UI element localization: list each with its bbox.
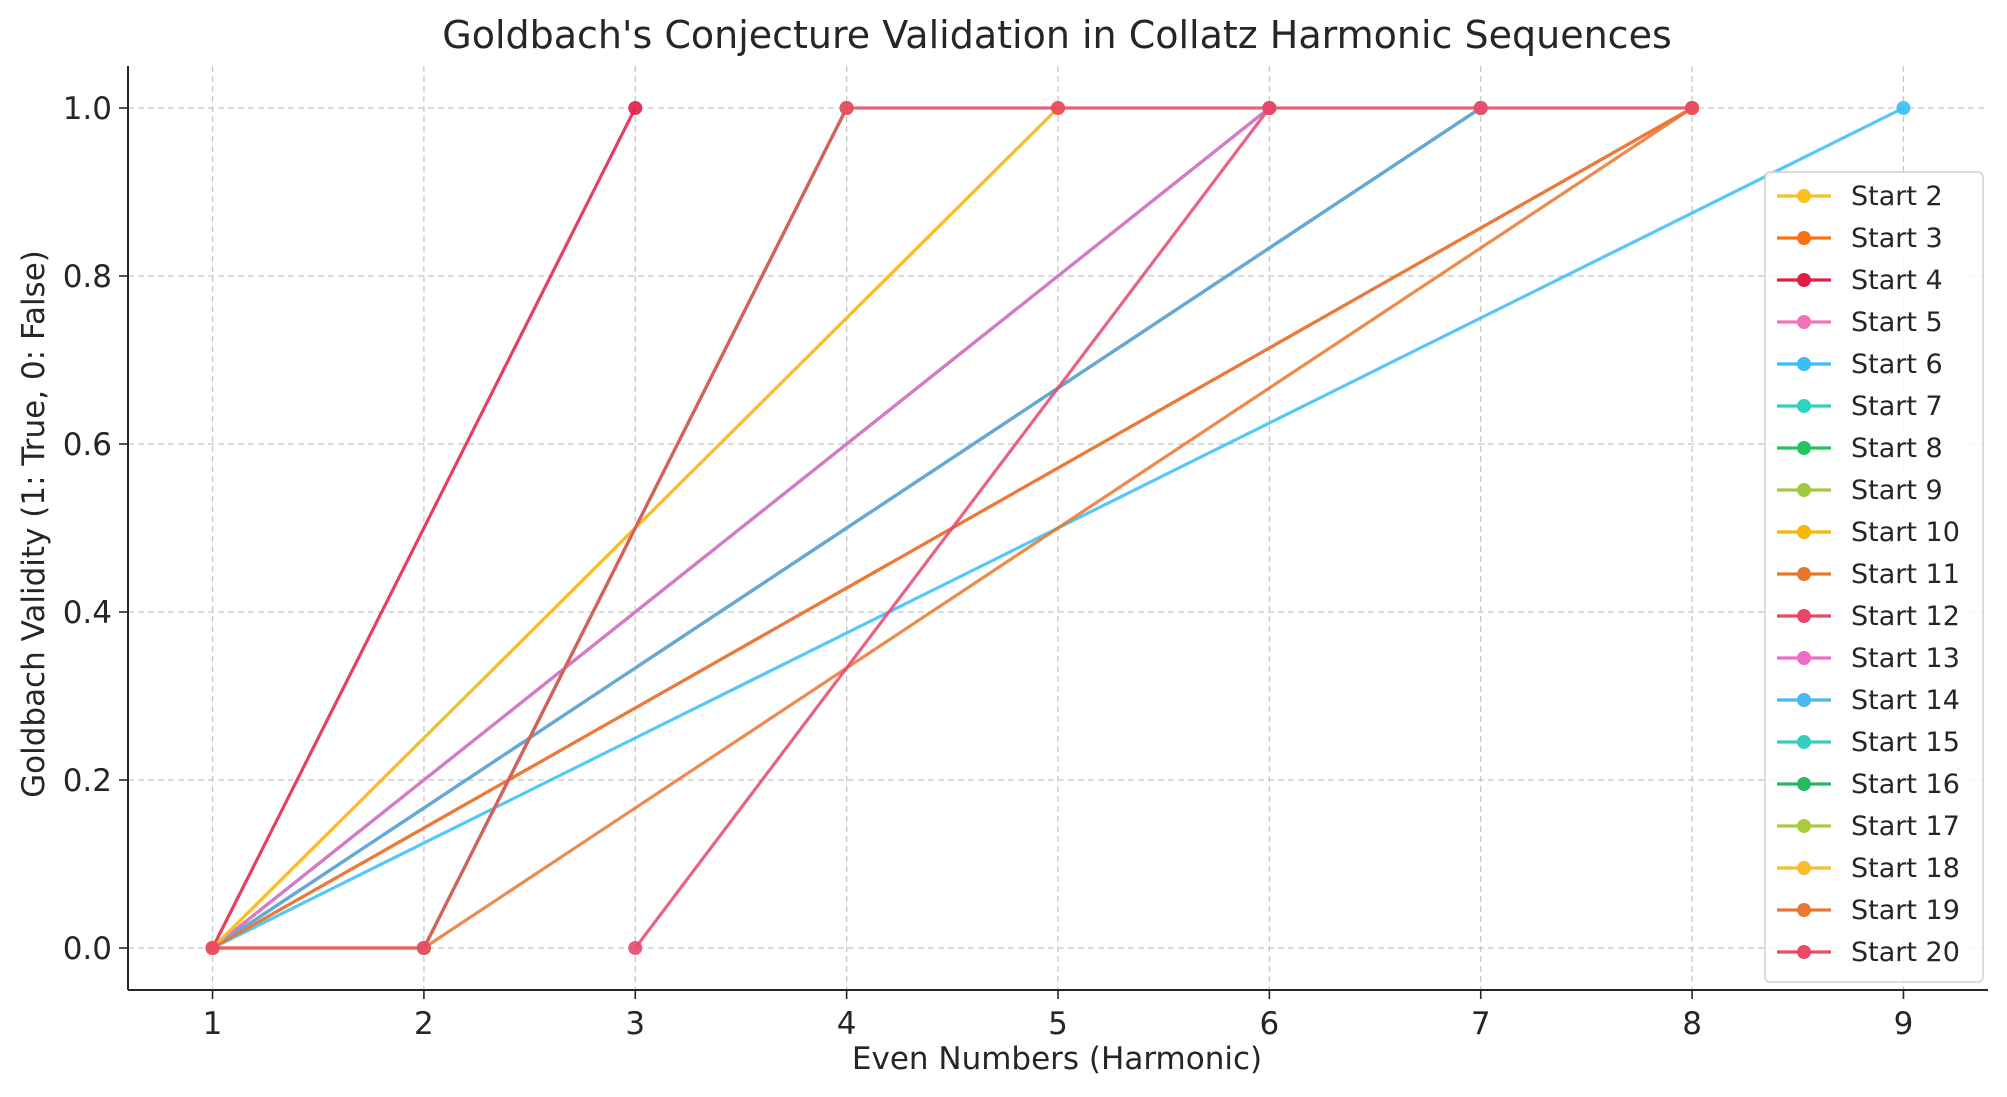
- series-line: [633, 107, 1271, 949]
- legend-marker: [1797, 483, 1811, 497]
- y-tick-label: 0.4: [63, 595, 112, 631]
- legend-marker: [1797, 819, 1811, 833]
- legend-marker: [1797, 735, 1811, 749]
- data-point: [416, 941, 431, 955]
- legend-marker: [1797, 273, 1811, 287]
- legend-entry: Start 6: [1777, 349, 1943, 380]
- series-start-20: [205, 101, 1700, 955]
- legend-marker: [1797, 903, 1811, 917]
- chart-title: Goldbach's Conjecture Validation in Coll…: [442, 13, 1672, 57]
- legend-label: Start 16: [1851, 769, 1960, 800]
- legend-entry: Start 10: [1777, 517, 1960, 548]
- x-tick-label: 2: [414, 1006, 434, 1042]
- y-tick-label: 0.2: [63, 763, 112, 799]
- legend-entry: Start 15: [1777, 727, 1960, 758]
- legend-label: Start 7: [1851, 391, 1943, 422]
- legend-label: Start 9: [1851, 475, 1943, 506]
- legend-marker: [1797, 609, 1811, 623]
- series-line: [423, 106, 1693, 950]
- legend-label: Start 15: [1851, 727, 1960, 758]
- legend-marker: [1797, 315, 1811, 329]
- x-tick-label: 1: [203, 1006, 223, 1042]
- legend-marker: [1797, 441, 1811, 455]
- legend-box: [1764, 171, 1984, 983]
- x-tick-label: 3: [625, 1006, 645, 1042]
- data-point: [1051, 101, 1065, 115]
- legend-marker: [1797, 651, 1811, 665]
- legend-entry: Start 4: [1777, 265, 1943, 296]
- x-tick-label: 4: [837, 1006, 857, 1042]
- legend-label: Start 8: [1851, 433, 1943, 464]
- data-point: [628, 941, 643, 955]
- series-line: [211, 107, 637, 949]
- legend-entry: Start 9: [1777, 475, 1943, 506]
- legend-entry: Start 13: [1777, 643, 1960, 674]
- x-tick-label: 8: [1682, 1006, 1702, 1042]
- legend-entry: Start 3: [1777, 223, 1943, 254]
- x-tick-label: 6: [1259, 1006, 1279, 1042]
- legend-label: Start 10: [1851, 517, 1960, 548]
- extra-start-12: [628, 101, 1277, 955]
- y-tick-label: 0.0: [63, 931, 112, 967]
- legend-entry: Start 2: [1777, 181, 1943, 212]
- y-axis-label: Goldbach Validity (1: True, 0: False): [16, 250, 52, 798]
- legend-marker: [1797, 357, 1811, 371]
- legend-marker: [1797, 525, 1811, 539]
- legend-entry: Start 17: [1777, 811, 1960, 842]
- y-tick-label: 0.6: [63, 427, 112, 463]
- series-start-13: [205, 101, 1277, 955]
- legend-marker: [1797, 189, 1811, 203]
- legend-entry: Start 12: [1777, 601, 1960, 632]
- legend-marker: [1797, 231, 1811, 245]
- data-point: [839, 101, 854, 115]
- legend-entry: Start 16: [1777, 769, 1960, 800]
- legend-entry: Start 7: [1777, 391, 1943, 422]
- y-tick-label: 0.8: [63, 259, 112, 295]
- x-axis-label: Even Numbers (Harmonic): [852, 1041, 1262, 1077]
- legend-marker: [1797, 945, 1811, 959]
- legend-entry: Start 11: [1777, 559, 1960, 590]
- tick-labels: 1 2 3 4 5 6 7 8 9 0.0 0.2 0.4 0.6 0.8 1.0: [63, 91, 1914, 1042]
- legend-label: Start 18: [1851, 853, 1960, 884]
- legend-entry: Start 5: [1777, 307, 1943, 338]
- x-tick-label: 9: [1894, 1006, 1914, 1042]
- legend-entry: Start 18: [1777, 853, 1960, 884]
- legend-label: Start 14: [1851, 685, 1960, 716]
- legend-label: Start 20: [1851, 937, 1960, 968]
- data-point: [1896, 101, 1911, 115]
- legend-label: Start 2: [1851, 181, 1943, 212]
- axes: [119, 66, 1988, 999]
- legend-marker: [1797, 399, 1811, 413]
- legend-label: Start 19: [1851, 895, 1960, 926]
- data-point: [1685, 101, 1700, 115]
- legend-entry: Start 20: [1777, 937, 1960, 968]
- y-tick-label: 1.0: [63, 91, 112, 127]
- x-tick-label: 5: [1048, 1006, 1068, 1042]
- legend-label: Start 17: [1851, 811, 1960, 842]
- legend-entry: Start 8: [1777, 433, 1943, 464]
- data-point: [628, 101, 643, 115]
- data-point: [1262, 101, 1277, 115]
- legend-label: Start 12: [1851, 601, 1960, 632]
- x-tick-label: 7: [1471, 1006, 1491, 1042]
- series-line: [211, 106, 1482, 950]
- legend-label: Start 5: [1851, 307, 1943, 338]
- series-line: [211, 106, 1271, 950]
- legend-label: Start 4: [1851, 265, 1943, 296]
- legend-entry: Start 14: [1777, 685, 1960, 716]
- legend-label: Start 13: [1851, 643, 1960, 674]
- legend-label: Start 6: [1851, 349, 1943, 380]
- legend-label: Start 3: [1851, 223, 1943, 254]
- legend-marker: [1797, 693, 1811, 707]
- legend-marker: [1797, 567, 1811, 581]
- series-layer: [205, 101, 1911, 955]
- legend: Start 2 Start 3 Start 4 Start 5 Start 6 Start…: [1764, 171, 1984, 983]
- data-point: [1473, 101, 1488, 115]
- legend-entry: Start 19: [1777, 895, 1960, 926]
- legend-marker: [1797, 777, 1811, 791]
- legend-label: Start 11: [1851, 559, 1960, 590]
- data-point: [205, 941, 220, 955]
- legend-marker: [1797, 861, 1811, 875]
